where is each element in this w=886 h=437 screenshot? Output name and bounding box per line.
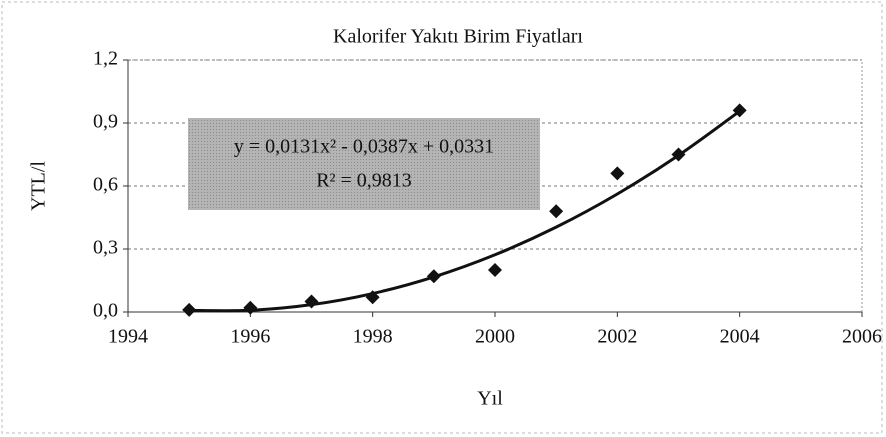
- chart-title: Kalorifer Yakıtı Birim Fiyatları: [333, 26, 583, 48]
- data-point: [426, 269, 441, 284]
- equation-box: [188, 118, 540, 210]
- equation-text: R² = 0,9813: [316, 170, 412, 192]
- y-tick-label: 0,3: [93, 237, 118, 259]
- trendline: [189, 110, 741, 313]
- data-point: [182, 302, 197, 317]
- x-tick-label: 1994: [108, 326, 148, 348]
- x-tick-label: 2000: [475, 326, 515, 348]
- y-tick-label: 0,9: [93, 111, 118, 133]
- data-point: [610, 166, 625, 181]
- y-tick-label: 1,2: [93, 48, 118, 70]
- x-tick-label: 2002: [597, 326, 637, 348]
- equation-text: y = 0,0131x² - 0,0387x + 0,0331: [234, 136, 494, 158]
- data-point: [549, 204, 564, 219]
- data-point: [671, 147, 686, 162]
- data-point: [488, 263, 502, 277]
- x-tick-label: 1996: [230, 326, 270, 348]
- data-point: [304, 294, 319, 309]
- x-tick-label: 1998: [353, 326, 393, 348]
- x-axis-label: Yıl: [477, 388, 503, 410]
- data-point: [365, 290, 380, 305]
- x-tick-label: 2006: [842, 326, 882, 348]
- data-point: [732, 103, 747, 118]
- x-tick-label: 2004: [720, 326, 760, 348]
- data-point: [243, 300, 258, 315]
- y-tick-label: 0,6: [93, 174, 118, 196]
- y-tick-label: 0,0: [93, 300, 118, 322]
- y-axis-label: YTL/l: [28, 161, 50, 211]
